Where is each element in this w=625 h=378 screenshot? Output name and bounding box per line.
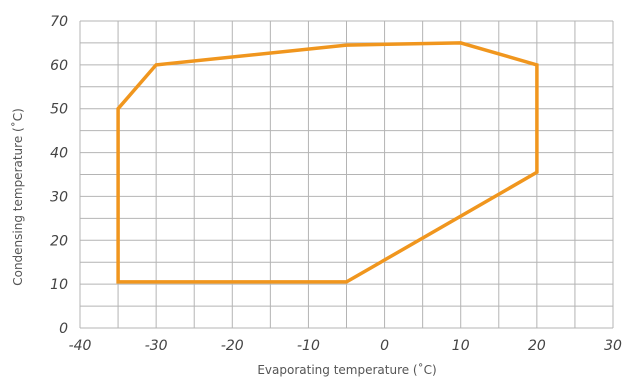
x-tick-label: -40 (69, 338, 92, 354)
x-tick-label: -30 (145, 338, 168, 354)
y-tick-label: 40 (50, 146, 68, 162)
y-axis-ticks: 0 10 20 30 40 50 60 70 (50, 14, 68, 337)
y-tick-label: 20 (50, 233, 68, 249)
x-tick-label: 30 (604, 338, 622, 354)
x-axis-ticks: -40 -30 -20 -10 0 10 20 30 (69, 338, 622, 354)
y-tick-label: 50 (50, 102, 68, 118)
x-tick-label: 20 (528, 338, 546, 354)
x-tick-label: -20 (221, 338, 244, 354)
envelope-series-line (116, 41, 539, 284)
series-layer (116, 41, 539, 284)
y-tick-label: 10 (50, 277, 68, 293)
y-tick-label: 0 (59, 321, 68, 337)
y-axis-label: Condensing temperature (˚C) (10, 108, 25, 286)
grid (79, 20, 614, 329)
x-tick-label: -10 (297, 338, 320, 354)
x-axis-label: Evaporating temperature (˚C) (257, 362, 436, 377)
x-tick-label: 0 (380, 338, 389, 354)
y-tick-label: 70 (50, 14, 68, 30)
x-tick-label: 10 (452, 338, 470, 354)
y-tick-label: 30 (50, 189, 68, 205)
y-tick-label: 60 (50, 58, 68, 74)
